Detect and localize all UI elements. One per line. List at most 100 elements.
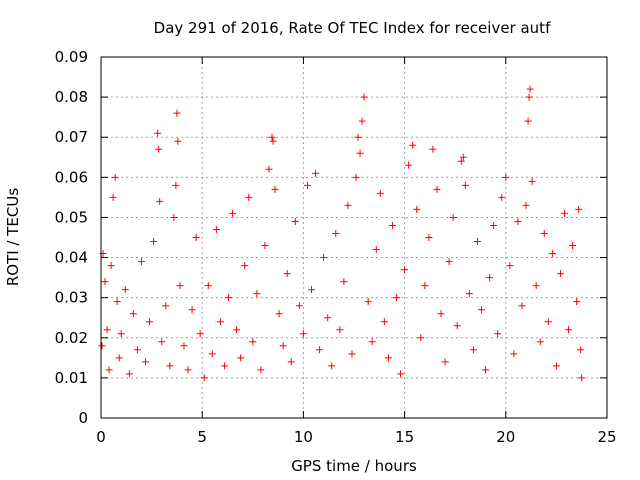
data-point: [356, 149, 364, 157]
data-point: [577, 346, 585, 354]
y-axis-label: ROTI / TECUs: [4, 188, 22, 286]
data-point: [514, 217, 522, 225]
axis-ticks: [100, 56, 608, 419]
data-point: [510, 350, 518, 358]
x-tick-label: 25: [597, 428, 616, 446]
data-point: [482, 366, 490, 374]
data-point: [498, 193, 506, 201]
x-tick-label: 20: [496, 428, 515, 446]
y-tick-label: 0: [78, 409, 88, 427]
data-point: [384, 354, 392, 362]
data-point: [453, 322, 461, 330]
data-point: [320, 254, 328, 262]
data-point: [536, 338, 544, 346]
data-point: [522, 201, 530, 209]
data-point: [461, 181, 469, 189]
data-point: [544, 318, 552, 326]
grid-layer: [101, 57, 607, 418]
data-point: [368, 338, 376, 346]
data-point: [358, 117, 366, 125]
data-point: [569, 242, 577, 250]
data-point: [303, 181, 311, 189]
data-point: [125, 370, 133, 378]
data-point: [271, 185, 279, 193]
data-point: [150, 238, 158, 246]
data-point: [409, 141, 417, 149]
data-point: [283, 270, 291, 278]
x-tick-label: 0: [96, 428, 106, 446]
data-point: [176, 282, 184, 290]
data-point: [180, 342, 188, 350]
data-points: [98, 85, 586, 382]
data-point: [506, 262, 514, 270]
data-point: [473, 238, 481, 246]
data-point: [208, 350, 216, 358]
data-point: [107, 262, 115, 270]
data-point: [204, 282, 212, 290]
data-point: [121, 286, 129, 294]
x-tick-label: 15: [395, 428, 414, 446]
y-tick-label: 0.07: [55, 128, 88, 146]
y-tick-label: 0.08: [55, 88, 88, 106]
data-point: [225, 294, 233, 302]
data-point: [433, 185, 441, 193]
data-point: [257, 366, 265, 374]
data-point: [111, 173, 119, 181]
data-point: [548, 250, 556, 258]
data-point: [425, 234, 433, 241]
data-point: [525, 93, 533, 101]
data-point: [478, 306, 486, 314]
data-point: [103, 326, 111, 334]
data-point: [459, 153, 467, 161]
data-point: [528, 177, 536, 185]
data-point: [457, 157, 465, 165]
data-point: [490, 221, 498, 229]
y-tick-label: 0.09: [55, 48, 88, 66]
data-point: [146, 318, 154, 326]
data-point: [405, 161, 413, 169]
data-point: [429, 145, 437, 153]
data-point: [291, 217, 299, 225]
data-point: [465, 290, 473, 298]
data-point: [200, 374, 208, 382]
data-point: [445, 258, 453, 266]
data-point: [216, 318, 224, 326]
data-point: [170, 213, 178, 221]
data-point: [486, 274, 494, 282]
data-point: [352, 173, 360, 181]
data-point: [328, 362, 336, 370]
data-point: [261, 242, 269, 250]
y-tick-label: 0.06: [55, 168, 88, 186]
data-point: [287, 358, 295, 366]
data-point: [155, 145, 163, 153]
data-point: [575, 205, 583, 213]
data-point: [360, 93, 368, 101]
data-point: [340, 278, 348, 286]
data-point: [184, 366, 192, 374]
data-point: [196, 330, 204, 338]
data-point: [275, 310, 283, 318]
data-point: [449, 213, 457, 221]
data-point: [142, 358, 150, 366]
data-point: [397, 370, 405, 378]
data-point: [105, 366, 113, 374]
data-point: [269, 137, 277, 145]
x-tick-labels: 0 5 10 15 20 25: [96, 428, 616, 446]
data-point: [494, 330, 502, 338]
data-point: [307, 286, 315, 294]
data-point: [115, 354, 123, 362]
data-point: [268, 133, 276, 141]
data-point: [332, 229, 340, 237]
data-point: [324, 314, 332, 322]
data-point: [393, 294, 401, 302]
y-tick-label: 0.02: [55, 329, 88, 347]
data-point: [192, 234, 200, 241]
data-point: [344, 201, 352, 209]
data-point: [98, 342, 106, 350]
data-point: [245, 193, 253, 201]
data-point: [101, 278, 109, 286]
data-point: [421, 282, 429, 290]
data-point: [212, 225, 220, 233]
data-point: [279, 342, 287, 350]
